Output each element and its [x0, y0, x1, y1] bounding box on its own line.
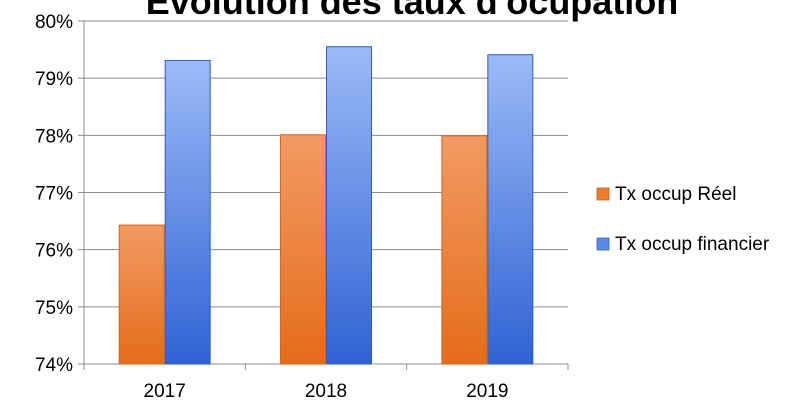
y-tick-label: 75% — [35, 298, 73, 319]
chart-title: Evolution des taux d'ocupation — [146, 0, 679, 22]
bar-financier-2019 — [487, 54, 534, 365]
x-tick-label: 2019 — [466, 381, 508, 402]
y-tick-label: 78% — [35, 126, 73, 147]
y-tick-label: 77% — [35, 184, 73, 205]
y-tick-labels: 74% 75% 76% 77% 78% 79% 80% — [35, 12, 73, 376]
bar-financier-2017 — [164, 59, 211, 365]
bar-financier-2018 — [326, 46, 372, 365]
bar-reel-2018 — [280, 134, 326, 365]
legend-label-financier: Tx occup financier — [615, 234, 770, 255]
y-tick-label: 79% — [35, 69, 73, 90]
legend-label-reel: Tx occup Réel — [615, 184, 736, 205]
bars — [118, 46, 534, 365]
legend: Tx occup Réel Tx occup financier — [596, 184, 770, 255]
bar-reel-2017 — [118, 224, 165, 365]
x-tick-label: 2018 — [305, 381, 347, 402]
bar-reel-2019 — [441, 135, 488, 365]
x-tick-labels: 2017 2018 2019 — [144, 381, 509, 402]
legend-item-reel: Tx occup Réel — [596, 184, 736, 205]
legend-swatch-financier — [596, 237, 610, 251]
x-tick-label: 2017 — [144, 381, 186, 402]
y-tick-label: 80% — [35, 12, 73, 33]
legend-item-financier: Tx occup financier — [596, 234, 770, 255]
legend-swatch-reel — [596, 187, 610, 201]
y-tick-label: 76% — [35, 241, 73, 262]
y-tick-label: 74% — [35, 355, 73, 376]
